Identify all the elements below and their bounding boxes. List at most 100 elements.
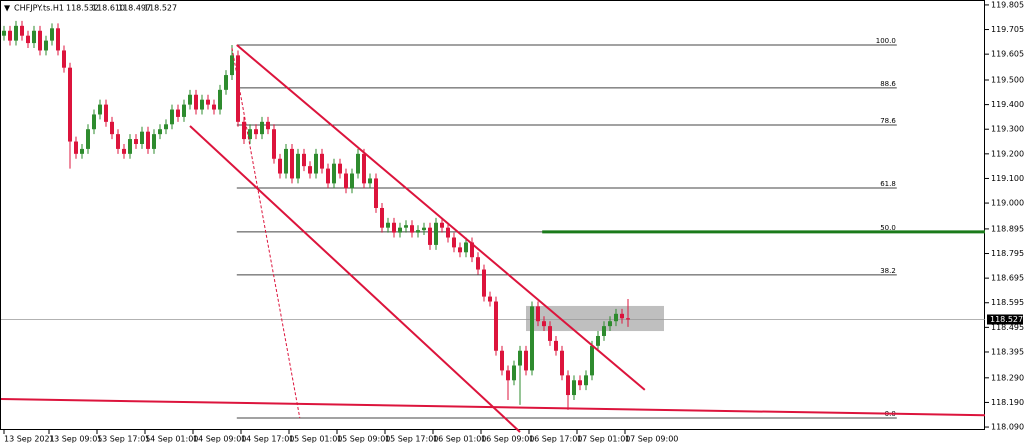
candle-body (146, 131, 150, 149)
candle-body (476, 257, 480, 270)
x-tick-label: 16 Sep 09:00 (481, 435, 534, 444)
trend-line (0, 397, 986, 417)
candle-body (386, 222, 390, 228)
y-tick-label: 119.400 (991, 100, 1024, 109)
candle-body (578, 380, 582, 386)
candle-body (464, 242, 468, 253)
candle-body (620, 313, 624, 319)
candle-body (572, 380, 576, 396)
candle-body (440, 222, 444, 228)
candle-body (80, 148, 84, 154)
candle-body (302, 153, 306, 167)
candle-body (584, 375, 588, 386)
current-price-tag (987, 314, 1023, 325)
y-tick-label: 118.090 (991, 423, 1024, 432)
candle-body (188, 94, 192, 105)
candle-body (158, 129, 162, 135)
candle-body (20, 25, 24, 36)
y-tick-label: 118.495 (991, 323, 1024, 332)
candle-body (602, 326, 606, 336)
candle-body (224, 75, 228, 90)
candle-body (8, 30, 12, 41)
candle-body (350, 173, 354, 189)
candle-body (98, 104, 102, 115)
candle-body (44, 40, 48, 51)
quote-high: 118.610 (92, 4, 125, 13)
x-tick-label: 14 Sep 01:00 (145, 435, 198, 444)
candle-body (344, 173, 348, 189)
symbol: CHFJPY.ts.H1 (14, 4, 64, 13)
header: ▼ CHFJPY.ts.H1 118.532 118.610 118.497 1… (4, 4, 177, 13)
candle-body (242, 121, 246, 140)
candle-body (452, 237, 456, 248)
candle-body (482, 269, 486, 297)
candle-body (542, 321, 546, 327)
candle-body (194, 94, 198, 110)
trend-line (231, 47, 301, 419)
candle-body (494, 301, 498, 351)
candle-body (86, 129, 90, 149)
candle-body (26, 35, 30, 44)
candle-body (332, 163, 336, 184)
candle-body (422, 227, 426, 231)
x-tick-label: 14 Sep 09:00 (193, 435, 246, 444)
candle-body (356, 153, 360, 174)
y-tick-label: 119.300 (991, 125, 1024, 134)
candle-body (524, 350, 528, 371)
candle-body (368, 178, 372, 184)
fibo-label: 78.6 (880, 117, 896, 125)
y-tick-label: 118.395 (991, 347, 1024, 356)
candle-body (254, 129, 258, 135)
candle-body (530, 306, 534, 371)
candle-body (128, 139, 132, 154)
candle-body (14, 25, 18, 41)
candle-body (470, 242, 474, 258)
candle-body (398, 227, 402, 233)
quote-open: 118.532 (66, 4, 99, 13)
candle-body (512, 365, 516, 381)
candle-body (308, 166, 312, 174)
candle-body (284, 148, 288, 174)
candle-body (218, 89, 222, 110)
candle-body (410, 225, 414, 233)
x-tick-label: 16 Sep 01:00 (433, 435, 486, 444)
x-tick-label: 16 Sep 17:00 (529, 435, 582, 444)
y-tick-label: 118.290 (991, 373, 1024, 382)
current-price-label: 118.527 (990, 315, 1023, 324)
candle-body (374, 178, 378, 208)
candle-body (560, 350, 564, 376)
candle-body (248, 129, 252, 140)
candle-body (320, 153, 324, 169)
candle-body (518, 350, 522, 366)
candle-body (536, 306, 540, 322)
candle-body (278, 158, 282, 174)
candle-body (596, 335, 600, 346)
fibo-label: 50.0 (880, 224, 896, 232)
candle-body (170, 109, 174, 125)
x-tick-label: 17 Sep 01:00 (577, 435, 630, 444)
candle-body (446, 227, 450, 238)
x-tick-label: 13 Sep 09:05 (49, 435, 102, 444)
candle-body (548, 326, 552, 341)
x-tick-label: 13 Sep 17:05 (97, 435, 150, 444)
candle-body (38, 30, 42, 51)
x-tick-label: 14 Sep 17:00 (241, 435, 294, 444)
candle-body (212, 104, 216, 110)
y-tick-label: 118.190 (991, 398, 1024, 407)
fibo-label: 88.6 (880, 80, 896, 88)
candle-body (488, 296, 492, 302)
candle-body (266, 121, 270, 130)
candle-body (176, 109, 180, 117)
candle-body (134, 139, 138, 144)
y-tick-label: 118.895 (991, 224, 1024, 233)
candle-body (32, 30, 36, 44)
candle-body (74, 141, 78, 154)
candle-body (290, 148, 294, 179)
y-tick-label: 118.795 (991, 249, 1024, 258)
candle-body (380, 207, 384, 228)
quote-close: 118.527 (144, 4, 177, 13)
candle-body (182, 104, 186, 117)
candle-body (206, 99, 210, 105)
quote-low: 118.497 (118, 4, 151, 13)
candle-body (416, 230, 420, 233)
